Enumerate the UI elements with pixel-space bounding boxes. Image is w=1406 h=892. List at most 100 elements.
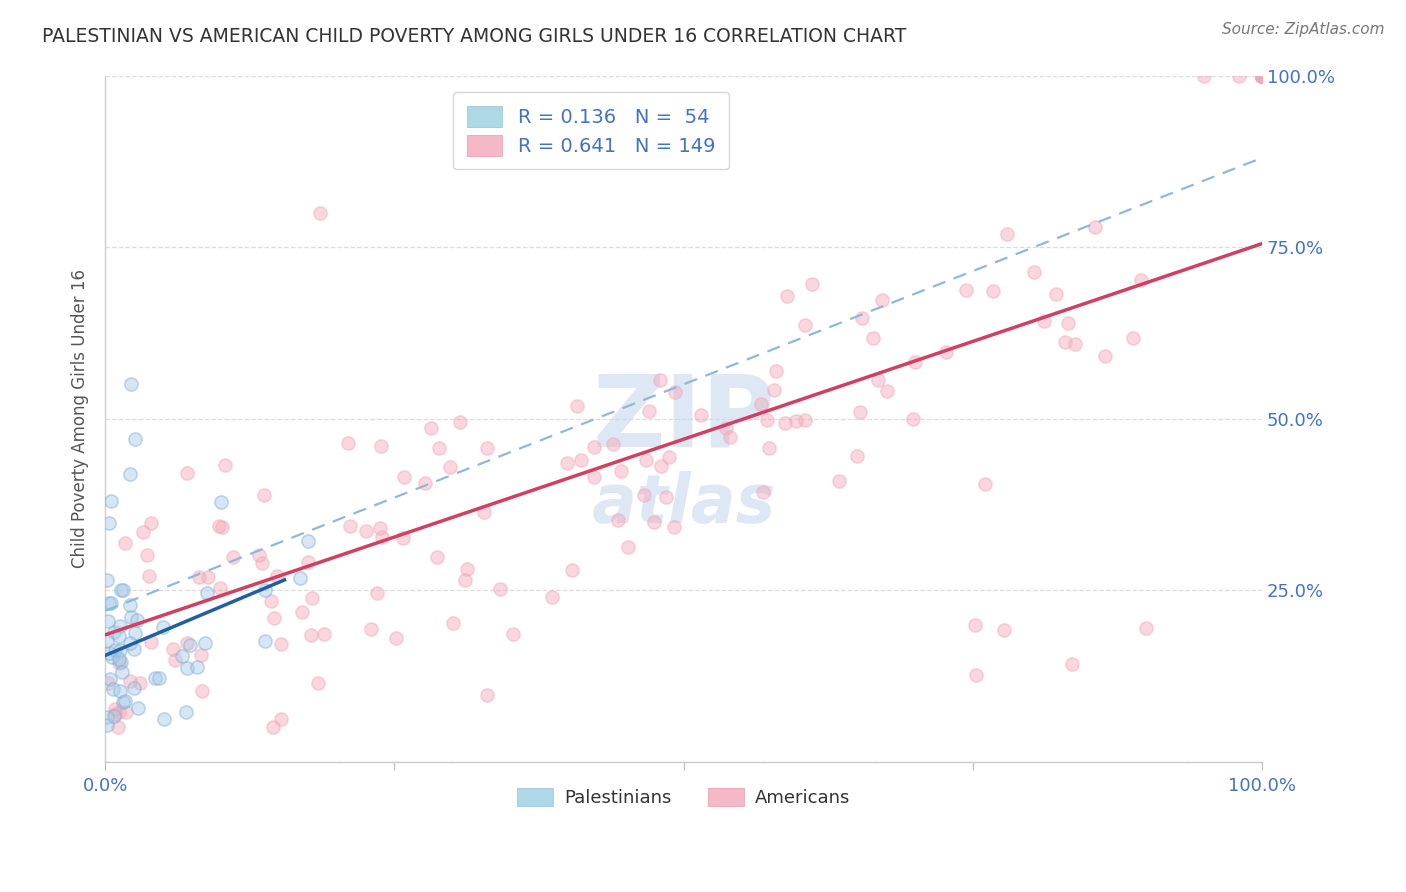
Point xyxy=(650,458,672,473)
Point xyxy=(124,432,146,446)
Point xyxy=(270,637,292,651)
Point xyxy=(100,596,122,610)
Point xyxy=(176,636,198,650)
Point xyxy=(565,400,588,414)
Point xyxy=(426,550,449,565)
Point xyxy=(188,570,211,584)
Point xyxy=(1251,69,1274,83)
Point xyxy=(1060,657,1083,671)
Point xyxy=(981,284,1004,298)
Point xyxy=(965,668,987,682)
Point xyxy=(263,611,285,625)
Point xyxy=(664,384,686,399)
Text: ZIP: ZIP xyxy=(592,370,775,467)
Legend: Palestinians, Americans: Palestinians, Americans xyxy=(510,781,858,814)
Point xyxy=(1251,69,1274,83)
Point xyxy=(194,636,217,650)
Text: atlas: atlas xyxy=(592,472,776,537)
Point xyxy=(354,524,377,538)
Point xyxy=(120,610,142,624)
Point xyxy=(312,627,335,641)
Point xyxy=(288,571,311,585)
Point xyxy=(391,531,413,545)
Point xyxy=(107,657,129,671)
Point xyxy=(104,707,127,722)
Point xyxy=(114,694,136,708)
Point xyxy=(253,633,276,648)
Point xyxy=(1129,273,1152,287)
Point xyxy=(1024,265,1046,279)
Point xyxy=(1135,621,1157,635)
Point xyxy=(209,495,232,509)
Point xyxy=(862,331,884,345)
Point xyxy=(197,585,219,599)
Point xyxy=(648,373,671,387)
Point xyxy=(1251,69,1274,83)
Point xyxy=(253,488,276,502)
Point xyxy=(262,721,284,735)
Point xyxy=(96,717,118,731)
Point xyxy=(763,383,786,397)
Point xyxy=(124,626,146,640)
Point xyxy=(139,516,162,530)
Point xyxy=(755,413,778,427)
Point xyxy=(609,464,631,478)
Point xyxy=(127,614,149,628)
Point xyxy=(165,653,187,667)
Point xyxy=(307,676,329,690)
Point xyxy=(793,318,815,333)
Point xyxy=(120,636,142,650)
Point xyxy=(801,277,824,291)
Point xyxy=(617,540,640,554)
Point xyxy=(583,440,606,454)
Point xyxy=(98,672,121,686)
Point xyxy=(152,620,174,634)
Point xyxy=(643,515,665,529)
Point xyxy=(1251,69,1274,83)
Point xyxy=(846,449,869,463)
Point xyxy=(98,596,121,610)
Point xyxy=(456,562,478,576)
Point xyxy=(111,582,134,597)
Point xyxy=(849,405,872,419)
Point xyxy=(96,574,118,588)
Point xyxy=(794,412,817,426)
Point xyxy=(179,638,201,652)
Point xyxy=(337,435,360,450)
Point xyxy=(96,634,118,648)
Point xyxy=(540,590,562,604)
Point xyxy=(785,414,807,428)
Point xyxy=(602,437,624,451)
Point xyxy=(1251,69,1274,83)
Point xyxy=(366,586,388,600)
Point xyxy=(247,548,270,562)
Point xyxy=(690,408,713,422)
Point xyxy=(301,591,323,606)
Point xyxy=(107,705,129,719)
Point xyxy=(176,467,198,481)
Point xyxy=(197,570,219,584)
Point xyxy=(112,695,135,709)
Point xyxy=(636,452,658,467)
Point xyxy=(122,681,145,695)
Point xyxy=(1251,69,1274,83)
Point xyxy=(1251,69,1274,83)
Point xyxy=(97,516,120,531)
Point xyxy=(582,470,605,484)
Y-axis label: Child Poverty Among Girls Under 16: Child Poverty Among Girls Under 16 xyxy=(72,269,89,568)
Point xyxy=(104,702,127,716)
Point xyxy=(1064,337,1087,351)
Point xyxy=(965,618,987,632)
Point xyxy=(1227,69,1250,83)
Point xyxy=(129,676,152,690)
Point xyxy=(995,227,1018,241)
Point xyxy=(454,573,477,587)
Point xyxy=(901,412,924,426)
Point xyxy=(122,642,145,657)
Point xyxy=(270,712,292,726)
Point xyxy=(1251,69,1274,83)
Point xyxy=(153,712,176,726)
Point xyxy=(1251,69,1274,83)
Point xyxy=(118,467,141,481)
Point xyxy=(299,627,322,641)
